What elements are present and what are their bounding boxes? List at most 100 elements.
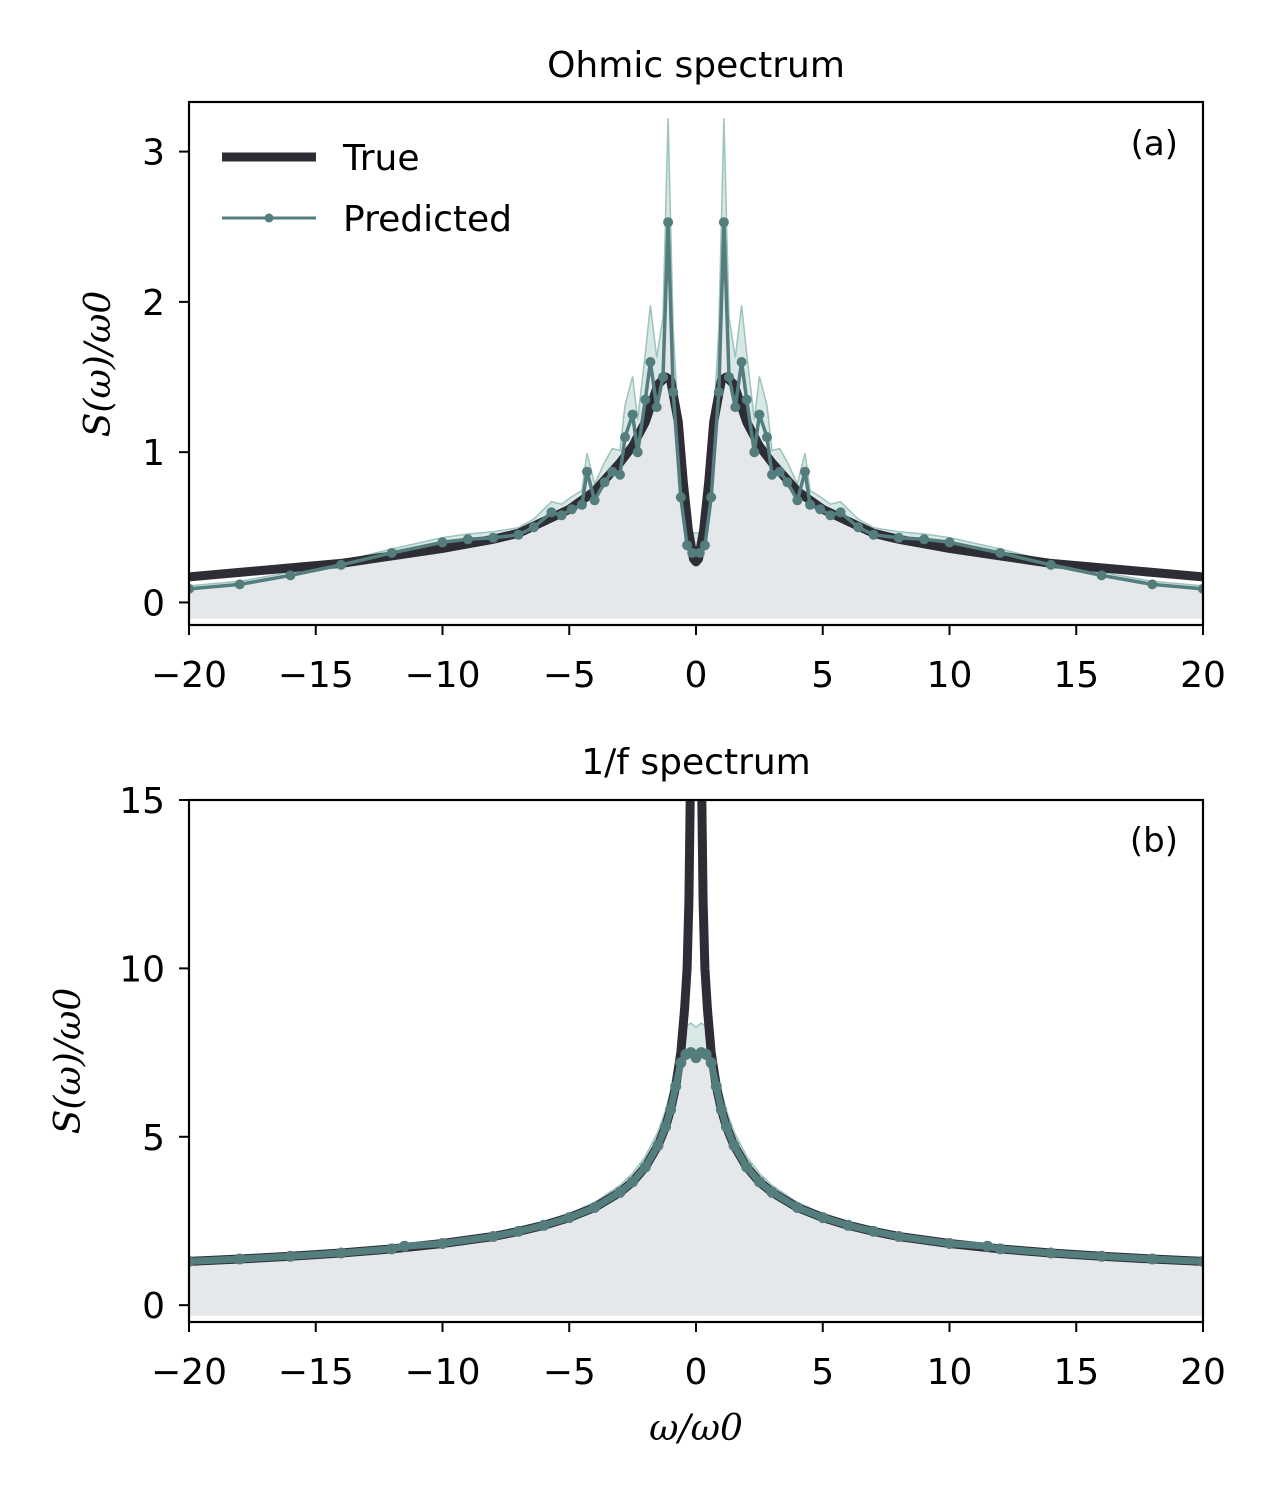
panel-b-predicted-point (487, 1231, 499, 1242)
panel-b-predicted-point (1096, 1250, 1108, 1262)
panel-a-predicted-point (645, 357, 656, 367)
panel-b-predicted-point (1197, 1255, 1203, 1267)
panel-a-predicted-point (488, 532, 499, 543)
panel-b-predicted-point (437, 1238, 448, 1249)
panel-a-predicted-point (663, 217, 674, 228)
panel-b-predicted-point (994, 1243, 1006, 1255)
panel-a-predicted-band (189, 118, 1203, 593)
panel-a-x-tick-label: 10 (927, 655, 973, 696)
panel-b-x-tick-label: 5 (811, 1352, 834, 1393)
panel-b-y-tick-label: 5 (142, 1118, 165, 1159)
legend-true-label: True (342, 138, 419, 179)
panel-a-predicted-point (599, 477, 610, 488)
panel-a-x-tick-label: −5 (543, 655, 596, 696)
panel-b-title: 1/f spectrum (581, 742, 811, 783)
legend-predicted-marker (264, 213, 274, 223)
panel-a-predicted-point (805, 499, 816, 510)
panel-b-predicted-point (538, 1219, 550, 1231)
panel-b-predicted-point (675, 1057, 687, 1069)
panel-a-predicted-point (620, 432, 630, 443)
panel-b-predicted-area (189, 1052, 1203, 1316)
panel-b-predicted-point (842, 1219, 854, 1231)
panel-b-x-tick-label: −20 (151, 1352, 227, 1393)
panel-a-predicted-point (1045, 559, 1056, 570)
panel-b-predicted-point (670, 1080, 682, 1092)
panel-a-predicted-point (687, 547, 698, 558)
panel-b-predicted-point (563, 1212, 575, 1224)
panel-a-predicted-point (774, 466, 785, 477)
panel-b-x-tick-label: −10 (405, 1352, 481, 1393)
panel-b-predicted-point (728, 1140, 740, 1151)
panel-b-predicted-point (660, 1121, 672, 1133)
panel-a-predicted-point (694, 547, 705, 558)
panel-a-predicted-point (189, 583, 194, 594)
panel-b-predicted-point (720, 1121, 732, 1133)
panel-a-predicted-point (607, 466, 618, 477)
panel-b-x-tick-label: 15 (1053, 1352, 1099, 1393)
panel-b-predicted-point (513, 1225, 524, 1237)
panel-b-predicted-point (705, 1057, 717, 1069)
panel-b-y-tick-label: 0 (142, 1286, 165, 1327)
panel-b-y-ticks: 0 5 10 15 (119, 781, 189, 1327)
panel-a-predicted-point (627, 409, 638, 420)
panel-b-predicted-point (589, 1202, 601, 1213)
panel-b-label: (b) (1130, 821, 1178, 861)
panel-a-predicted-point (1198, 583, 1203, 594)
panel-a-predicted-point (730, 402, 741, 413)
panel-b-predicted-point (627, 1176, 639, 1188)
panel-b-predicted-point (753, 1176, 765, 1188)
panel-a-predicted-point (919, 534, 930, 545)
panel-b-y-axis-label: S(ω)/ω0 (48, 988, 89, 1135)
panel-a-predicted-point (576, 499, 587, 510)
panel-b-x-tick-label: 20 (1180, 1352, 1226, 1393)
panel-a-predicted-point (718, 217, 729, 228)
panel-a-predicted-point (815, 504, 826, 515)
panel-a-predicted-point (528, 522, 539, 533)
panel-a-predicted-point (675, 492, 686, 503)
panel-a-x-tick-label: 15 (1053, 655, 1099, 696)
panel-b-x-axis-label: ω/ω0 (649, 1408, 743, 1449)
panel-a-title: Ohmic spectrum (547, 45, 845, 86)
panel-a-predicted-point (853, 522, 864, 533)
panel-a-predicted-point (699, 540, 710, 551)
panel-b-predicted-point (614, 1186, 626, 1198)
panel-a-predicted-point (437, 537, 448, 548)
panel-a-predicted-point (713, 387, 724, 398)
panel-a-predicted-point (782, 477, 793, 488)
panel-b-plot (189, 800, 1203, 1316)
panel-b-predicted-point (741, 1161, 753, 1173)
panel-a-predicted-point (825, 510, 836, 521)
panel-a-predicted-point (589, 495, 600, 506)
panel-b-predicted-point (944, 1238, 955, 1249)
panel-b-predicted-point (982, 1240, 993, 1252)
panel-a-predicted-point (615, 469, 625, 480)
panel-a-predicted-point (835, 507, 846, 518)
panel-a-predicted-point (462, 534, 473, 545)
panel-b-predicted-point (1045, 1247, 1057, 1259)
panel-a-predicted-markers (189, 217, 1203, 594)
panel-a-predicted-point (651, 402, 662, 413)
panel-b-predicted-point (189, 1255, 195, 1267)
panel-a-predicted-point (767, 469, 777, 480)
panel-a-predicted-point (868, 529, 879, 540)
panel-b-predicted-point (335, 1247, 347, 1259)
legend-predicted-label: Predicted (343, 199, 512, 240)
panel-a-x-tick-label: −20 (151, 655, 227, 696)
panel-a-predicted-point (749, 447, 760, 458)
panel-a-y-tick-label: 3 (142, 133, 165, 174)
panel-a-predicted-point (944, 537, 955, 548)
panel-a-predicted-point (668, 387, 679, 398)
panel-b-predicted-point (1146, 1253, 1158, 1265)
panel-a-predicted-point (682, 540, 693, 551)
panel-a-y-axis-label: S(ω)/ω0 (78, 291, 119, 438)
panel-a-predicted-point (556, 510, 567, 521)
panel-a-x-tick-label: −10 (405, 655, 481, 696)
panel-b-predicted-point (710, 1080, 722, 1092)
panel-b-predicted-point (766, 1186, 778, 1198)
panel-a-x-ticks: −20 −15 −10 −5 0 5 10 15 20 (151, 625, 1226, 696)
panel-a-predicted-point (800, 466, 810, 477)
panel-b-x-tick-label: 0 (685, 1352, 708, 1393)
panel-a-predicted-point (234, 579, 245, 590)
panel-a-x-tick-label: −15 (278, 655, 354, 696)
panel-a-predicted-point (736, 357, 747, 367)
